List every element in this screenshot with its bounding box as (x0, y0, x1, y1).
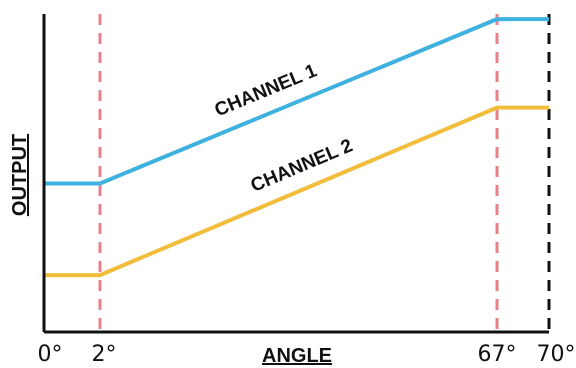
series-lines (44, 17, 549, 278)
series-label-channel-2: CHANNEL 2 (248, 135, 356, 196)
x-tick-label: 0° (38, 342, 63, 367)
x-tick-label: 2° (92, 342, 117, 367)
reference-lines (98, 14, 551, 332)
series-label-channel-1: CHANNEL 1 (212, 60, 321, 121)
x-tick-label: 70° (537, 342, 576, 367)
series-line-channel-2 (44, 105, 549, 278)
y-axis-title: OUTPUT (9, 134, 31, 216)
x-tick-labels: 0° 2° 67° 70° (38, 342, 576, 367)
series-line-channel-1 (44, 17, 549, 186)
x-axis-title: ANGLE (262, 345, 332, 367)
x-tick-label: 67° (478, 342, 517, 367)
